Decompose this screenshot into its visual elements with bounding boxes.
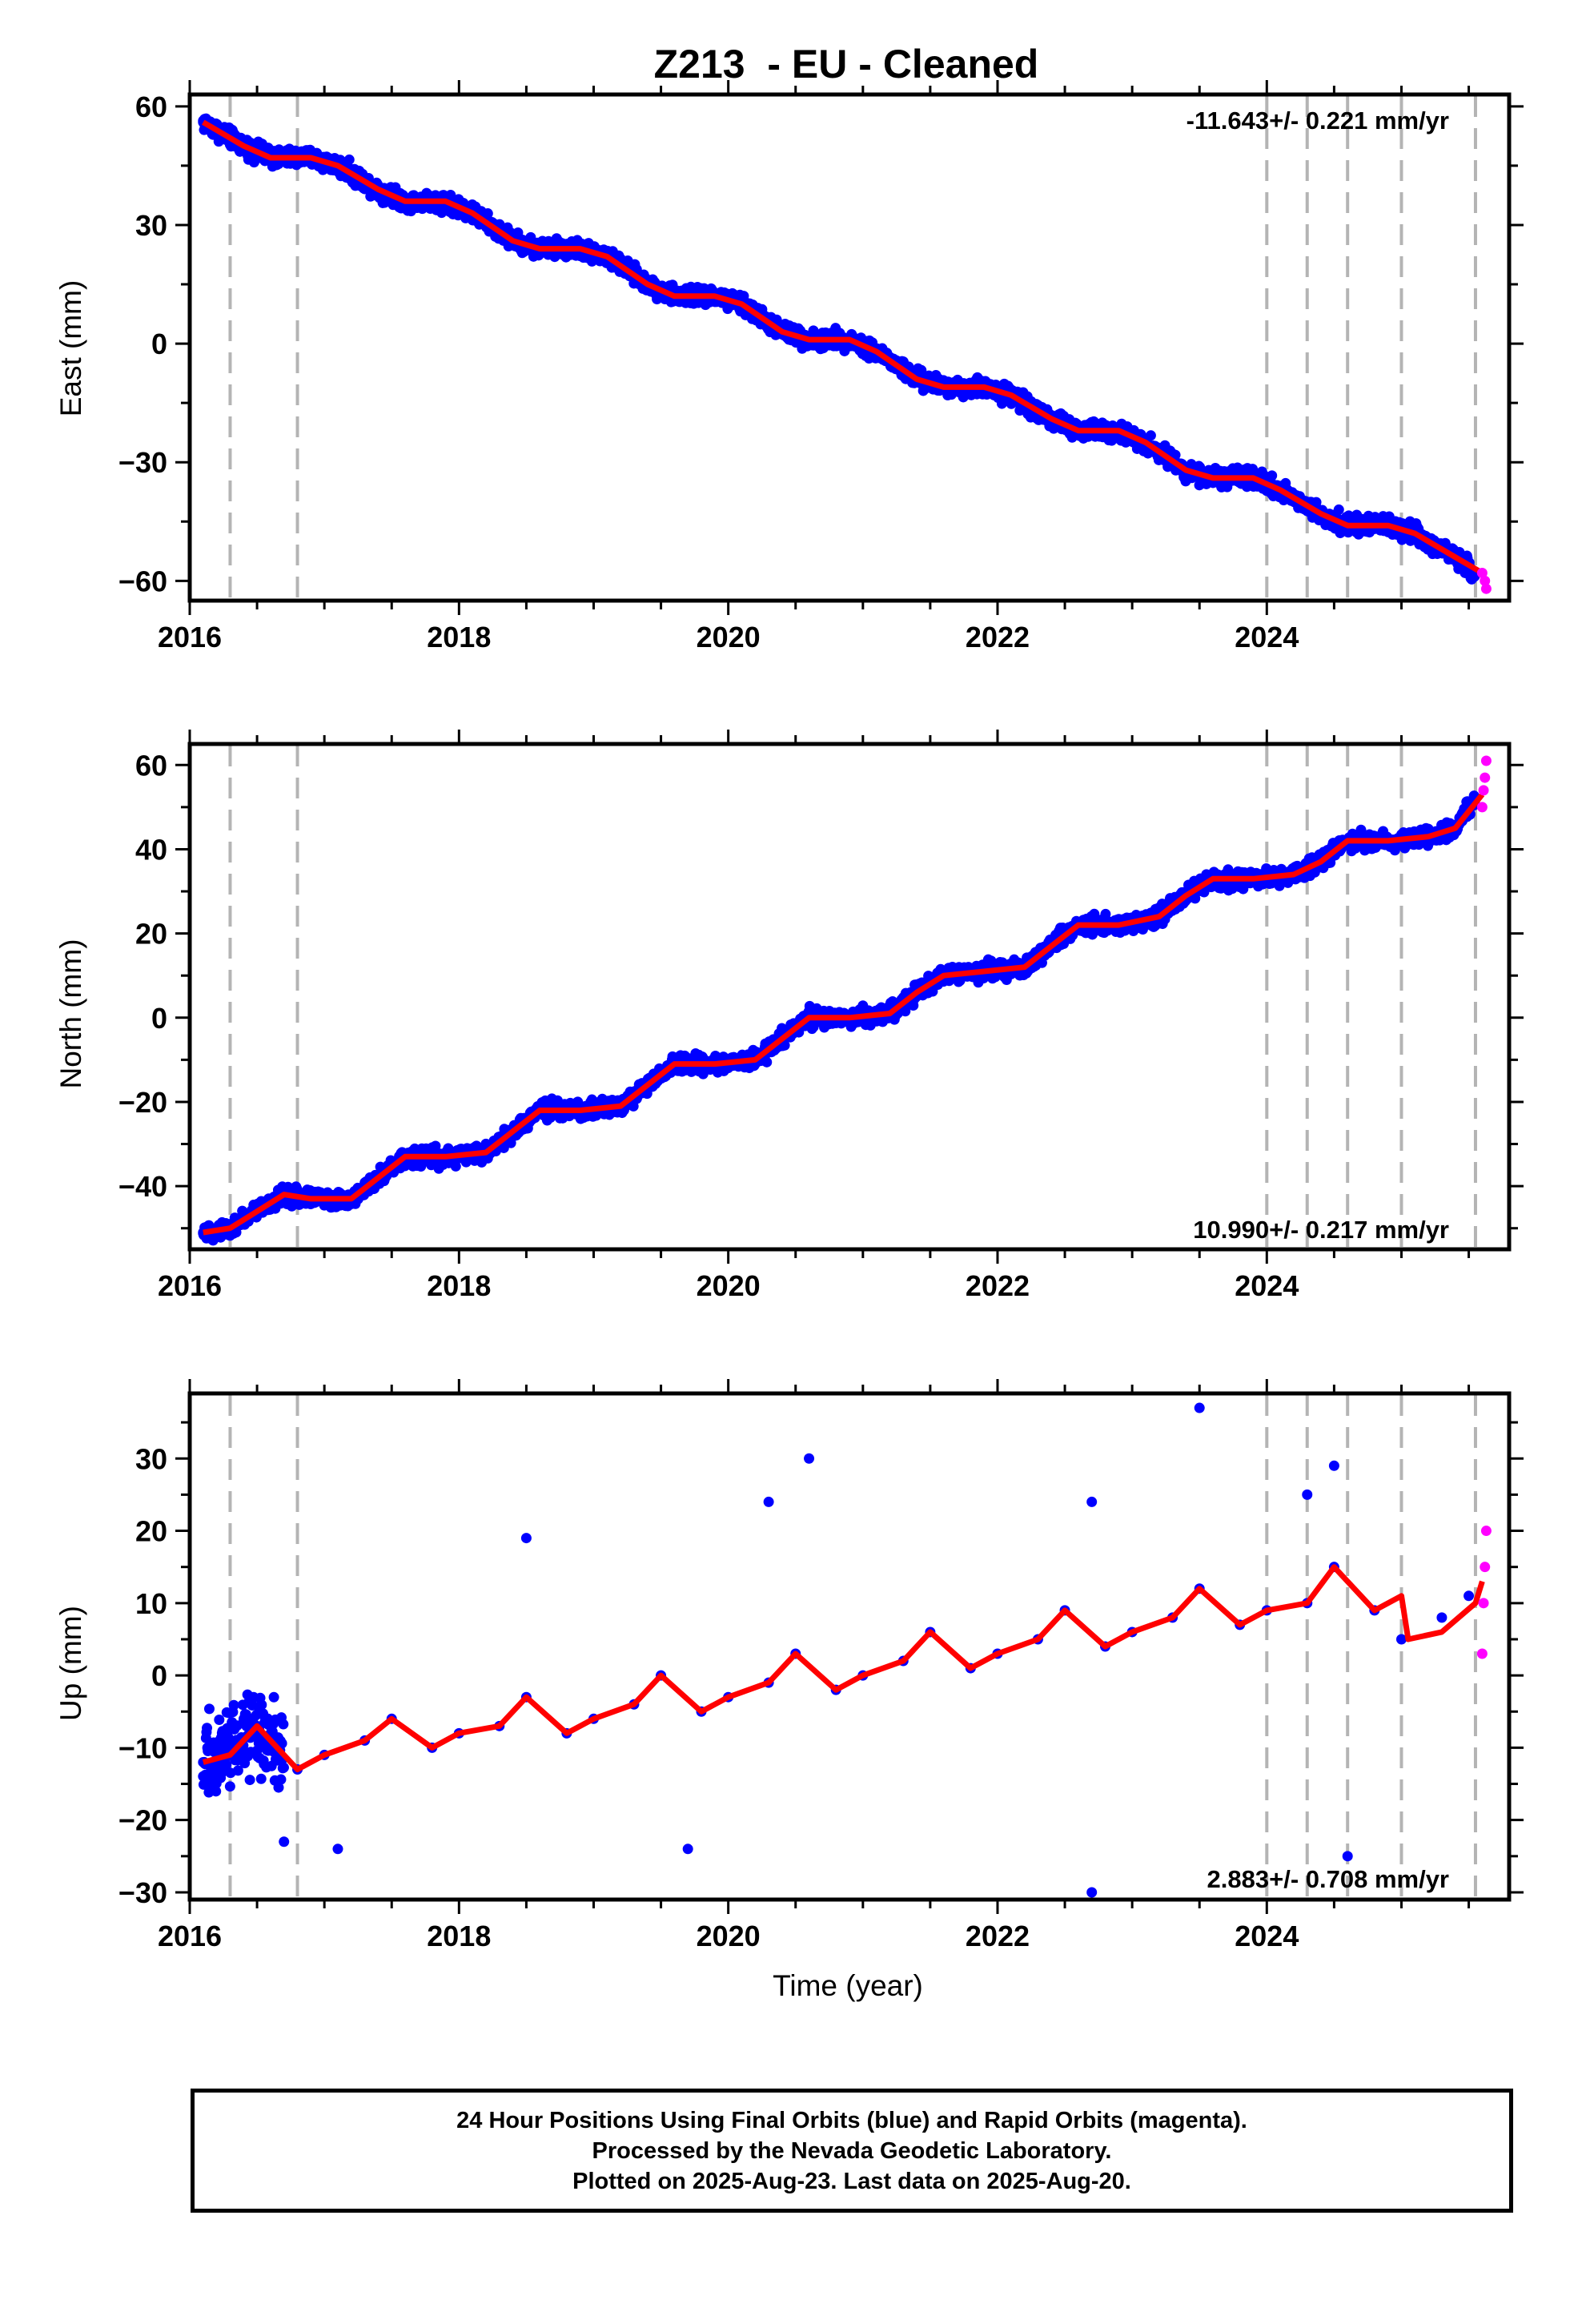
east-x-tick-label: 2024 [1235,621,1299,653]
north-daily-point [761,1056,773,1068]
east-y-tick-label: 30 [135,209,167,242]
east-y-tick-label: −30 [118,446,167,479]
east-x-tick-label: 2022 [966,621,1030,653]
east-panel: 2016 2018 2020 2022 2024 −60 −30 0 30 60 [118,80,1524,653]
east-y-tick-label: 60 [135,90,167,123]
east-rapid-point [1480,583,1492,594]
east-daily-dots [198,113,1480,585]
east-daily-point [343,154,355,165]
east-daily-point [1333,504,1344,515]
east-x-tick-label: 2016 [158,621,222,653]
chart-title: Z213 - EU - Cleaned [654,42,1039,86]
east-y-tick-label: 0 [151,328,167,360]
east-daily-point [1267,470,1278,481]
east-y-tick-label: −60 [118,565,167,597]
east-x-tick-label: 2018 [427,621,491,653]
east-daily-point [482,208,493,219]
east-x-tick-label: 2020 [697,621,761,653]
